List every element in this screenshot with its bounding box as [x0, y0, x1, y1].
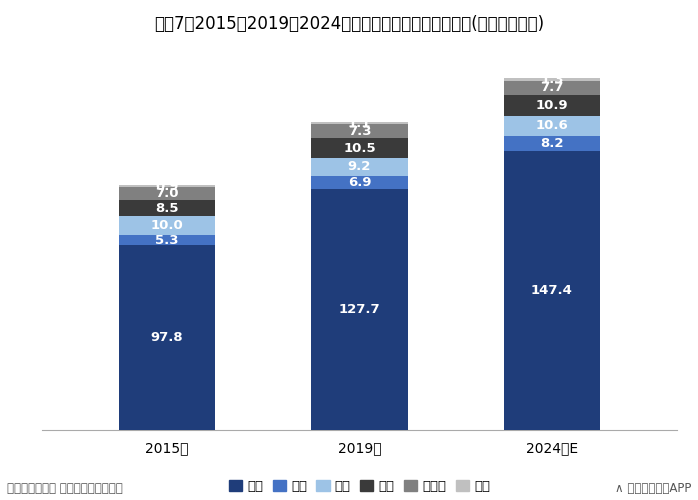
Text: ∧ 前瞻经济学人APP: ∧ 前瞻经济学人APP	[615, 482, 691, 495]
Bar	[311, 122, 408, 124]
Bar	[119, 245, 215, 430]
Bar	[311, 176, 408, 188]
Bar	[119, 185, 215, 187]
Bar	[119, 235, 215, 245]
Bar	[119, 200, 215, 216]
Bar	[504, 78, 600, 80]
Text: 10.0: 10.0	[151, 219, 184, 232]
Text: 1.1: 1.1	[348, 117, 371, 130]
Text: 图表7：2015、2019及2024年全球空调市场零售量及预测(单位：百万件): 图表7：2015、2019及2024年全球空调市场零售量及预测(单位：百万件)	[154, 15, 544, 33]
Text: 1.3: 1.3	[540, 73, 564, 86]
Bar	[119, 187, 215, 200]
Bar	[504, 152, 600, 430]
Bar	[504, 136, 600, 152]
Text: 8.5: 8.5	[155, 202, 179, 214]
Legend: 亚洲, 欧洲, 拉美, 北美, 中东非, 奥新: 亚洲, 欧洲, 拉美, 北美, 中东非, 奥新	[223, 474, 496, 498]
Bar	[311, 188, 408, 430]
Bar	[311, 138, 408, 158]
Text: 10.5: 10.5	[343, 142, 376, 154]
Text: 资料来源：欧睿 前瞻产业研究院整理: 资料来源：欧睿 前瞻产业研究院整理	[7, 482, 123, 495]
Text: 97.8: 97.8	[151, 331, 184, 344]
Text: 7.7: 7.7	[540, 82, 564, 94]
Text: 10.6: 10.6	[535, 120, 568, 132]
Text: 5.3: 5.3	[155, 234, 179, 246]
Bar	[311, 124, 408, 138]
Text: 10.9: 10.9	[535, 99, 568, 112]
Bar	[119, 216, 215, 235]
Text: 9.2: 9.2	[348, 160, 371, 173]
Text: 127.7: 127.7	[339, 303, 380, 316]
Text: 8.2: 8.2	[540, 137, 564, 150]
Text: 6.9: 6.9	[348, 176, 371, 188]
Bar	[504, 116, 600, 136]
Bar	[504, 95, 600, 116]
Text: 0.9: 0.9	[155, 180, 179, 192]
Bar	[311, 158, 408, 176]
Bar	[504, 80, 600, 95]
Text: 147.4: 147.4	[531, 284, 573, 297]
Text: 7.3: 7.3	[348, 125, 371, 138]
Text: 7.0: 7.0	[155, 187, 179, 200]
